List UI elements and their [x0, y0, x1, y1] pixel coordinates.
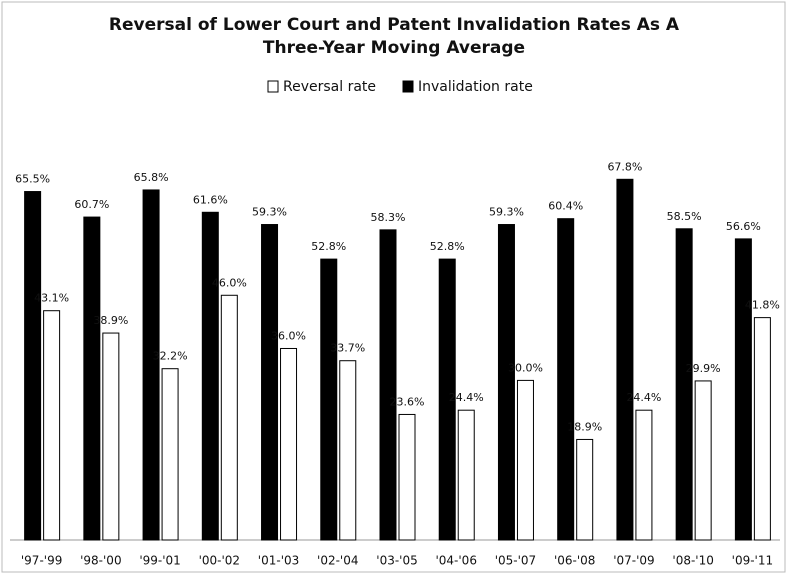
chart-title: Reversal of Lower Court and Patent Inval…: [108, 15, 680, 58]
data-label: 43.1%: [34, 292, 69, 305]
legend-swatch: [402, 80, 414, 93]
bar: [457, 409, 475, 541]
x-tick-label: '02-'04: [317, 554, 358, 568]
x-tick-label: '04-'06: [435, 554, 476, 568]
data-label: 24.4%: [449, 391, 484, 404]
bar: [320, 258, 338, 541]
x-tick-label: '98-'00: [80, 554, 121, 568]
data-label: 36.0%: [271, 329, 306, 342]
data-label: 59.3%: [489, 206, 524, 219]
bar: [201, 211, 219, 541]
x-tick-label: '99-'01: [139, 554, 180, 568]
bar: [142, 189, 160, 541]
data-label: 38.9%: [93, 314, 128, 327]
data-label: 59.3%: [252, 206, 287, 219]
bar: [220, 294, 238, 541]
data-label: 18.9%: [567, 420, 602, 433]
data-label: 29.9%: [686, 362, 721, 375]
data-label: 58.5%: [667, 210, 702, 223]
bar: [102, 332, 120, 541]
bar: [616, 178, 634, 541]
bar: [557, 218, 575, 541]
bar: [497, 224, 515, 541]
x-tick-label: '07-'09: [613, 554, 654, 568]
legend-label: Invalidation rate: [418, 79, 533, 95]
data-label: 65.5%: [15, 173, 50, 186]
bar: [161, 368, 179, 541]
bar: [24, 191, 42, 541]
data-label: 41.8%: [745, 299, 780, 312]
bar: [675, 228, 693, 541]
x-tick-label: '05-'07: [495, 554, 536, 568]
bar: [339, 360, 357, 541]
data-label: 30.0%: [508, 361, 543, 374]
bar: [280, 347, 298, 541]
legend-label: Reversal rate: [283, 79, 376, 95]
bar: [516, 379, 534, 541]
x-tick-label: '97-'99: [21, 554, 62, 568]
data-label: 24.4%: [626, 391, 661, 404]
data-label: 60.7%: [74, 198, 109, 211]
data-label: 46.0%: [212, 276, 247, 289]
bar: [398, 413, 416, 541]
bar: [753, 317, 771, 541]
legend-swatch: [267, 80, 279, 93]
bar: [438, 258, 456, 541]
bar: [576, 438, 594, 541]
x-tick-label: '09-'11: [732, 554, 773, 568]
data-label: 33.7%: [330, 342, 365, 355]
x-tick-label: '06-'08: [554, 554, 595, 568]
data-label: 52.8%: [311, 240, 346, 253]
bar: [43, 310, 61, 541]
bar: [379, 229, 397, 541]
data-label: 56.6%: [726, 220, 761, 233]
x-tick-label: '00-'02: [199, 554, 240, 568]
x-tick-label: '08-'10: [672, 554, 713, 568]
bar: [83, 216, 101, 541]
data-label: 60.4%: [548, 200, 583, 213]
x-tick-label: '03-'05: [376, 554, 417, 568]
data-label: 67.8%: [607, 160, 642, 173]
data-label: 32.2%: [153, 350, 188, 363]
data-label: 58.3%: [371, 211, 406, 224]
data-label: 52.8%: [430, 240, 465, 253]
data-label: 65.8%: [134, 171, 169, 184]
bar: [635, 409, 653, 541]
bar: [694, 380, 712, 541]
bar: [734, 238, 752, 541]
data-label: 23.6%: [390, 395, 425, 408]
x-tick-label: '01-'03: [258, 554, 299, 568]
bar: [261, 224, 279, 541]
data-label: 61.6%: [193, 193, 228, 206]
